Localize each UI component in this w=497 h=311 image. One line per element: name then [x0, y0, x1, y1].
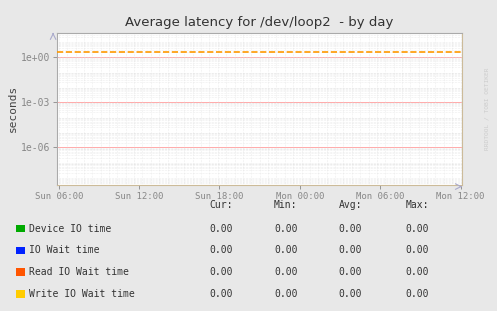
Text: Avg:: Avg: — [338, 200, 362, 210]
Text: 0.00: 0.00 — [338, 224, 362, 234]
Y-axis label: seconds: seconds — [8, 85, 18, 132]
Text: Write IO Wait time: Write IO Wait time — [29, 289, 135, 299]
Text: 0.00: 0.00 — [406, 267, 429, 277]
Text: 0.00: 0.00 — [338, 267, 362, 277]
Text: Read IO Wait time: Read IO Wait time — [29, 267, 129, 277]
Text: 0.00: 0.00 — [274, 289, 298, 299]
Text: 0.00: 0.00 — [209, 224, 233, 234]
Text: 0.00: 0.00 — [406, 289, 429, 299]
Text: 0.00: 0.00 — [274, 267, 298, 277]
Text: Min:: Min: — [274, 200, 298, 210]
Text: RRDTOOL / TOBI OETIKER: RRDTOOL / TOBI OETIKER — [485, 67, 490, 150]
Title: Average latency for /dev/loop2  - by day: Average latency for /dev/loop2 - by day — [126, 16, 394, 29]
Text: Max:: Max: — [406, 200, 429, 210]
Text: IO Wait time: IO Wait time — [29, 245, 100, 255]
Text: 0.00: 0.00 — [209, 245, 233, 255]
Text: 0.00: 0.00 — [274, 224, 298, 234]
Text: 0.00: 0.00 — [274, 245, 298, 255]
Text: 0.00: 0.00 — [338, 245, 362, 255]
Text: 0.00: 0.00 — [209, 289, 233, 299]
Text: 0.00: 0.00 — [209, 267, 233, 277]
Text: 0.00: 0.00 — [338, 289, 362, 299]
Text: 0.00: 0.00 — [406, 224, 429, 234]
Text: Cur:: Cur: — [209, 200, 233, 210]
Text: Device IO time: Device IO time — [29, 224, 111, 234]
Text: 0.00: 0.00 — [406, 245, 429, 255]
